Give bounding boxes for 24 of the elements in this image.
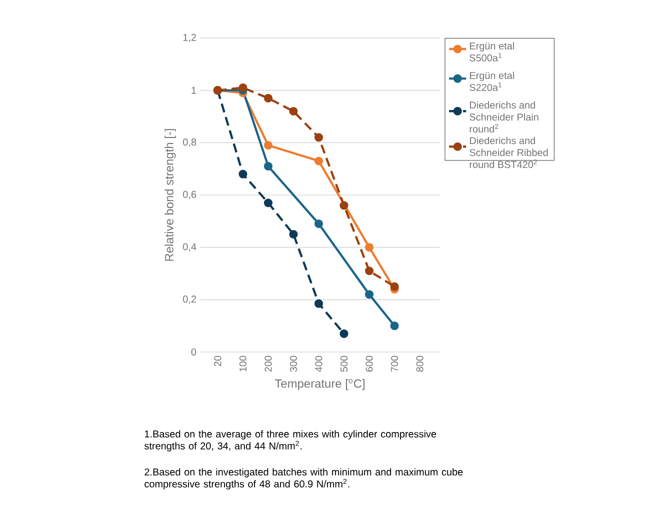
y-axis-title: Relative bond strength [-]: [164, 129, 176, 261]
text: 1.Based on the average of three mixes with cylinder compressive strengths of 20, 34, and 44 N/mm$^{2}$.: [144, 430, 436, 452]
x-tick-label: 600: [366, 356, 373, 372]
legend-label: Diederichs and Schneider Ribbed round BST420$^{2}$: [470, 136, 548, 168]
y-tick-label: 1: [192, 86, 196, 94]
y-tick-label: 0,4: [183, 243, 196, 252]
x-tick-label: 400: [315, 356, 322, 372]
x-tick-label: 300: [290, 356, 297, 372]
legend-label: Diederichs and Schneider Plain round$^{2}$: [470, 101, 538, 133]
y-tick-label: 0: [191, 348, 196, 356]
x-tick-label: 200: [264, 356, 272, 372]
legend-label: Ergün etal S220a$^{1}$: [470, 72, 514, 92]
x-tick-label: 20: [214, 356, 222, 366]
x-tick-label: 700: [391, 356, 398, 372]
y-tick-label: 0,8: [183, 138, 196, 147]
y-tick-label: 0,6: [183, 190, 196, 200]
y-tick-label: 0,2: [183, 296, 196, 304]
x-tick-label: 100: [239, 356, 246, 372]
x-tick-label: 500: [340, 356, 348, 372]
x-tick-label: 800: [416, 356, 424, 372]
legend-label: Ergün etal S500a$^{1}$: [470, 42, 514, 62]
text: 2.Based on the investigated batches with minimum and maximum cube compressive strengths of 48 and 60.9 N/mm$^{2}$.: [144, 468, 463, 490]
x-axis-title: Temperature [$^{o}$C]: [274, 378, 364, 390]
y-tick-label: 1,2: [183, 34, 196, 42]
